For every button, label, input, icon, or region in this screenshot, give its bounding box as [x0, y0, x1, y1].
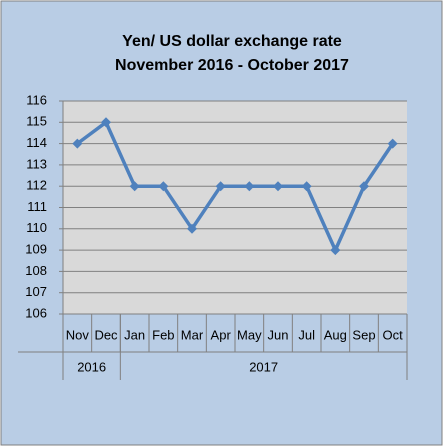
x-tick-label: Jan [124, 327, 145, 342]
y-tick-label: 114 [26, 135, 47, 150]
x-tick-label: Feb [152, 327, 174, 342]
y-tick-label: 116 [26, 92, 47, 107]
line [76, 120, 395, 252]
x-tick-label: Oct [383, 327, 404, 342]
marker [301, 181, 312, 192]
y-tick-label: 110 [26, 220, 47, 235]
chart-title: Yen/ US dollar exchange rate [122, 33, 342, 50]
marker [330, 245, 341, 256]
marker [101, 117, 111, 128]
marker [244, 181, 255, 192]
x-tick-label: Nov [66, 327, 90, 342]
x-tick-label: May [237, 327, 262, 342]
marker [273, 181, 283, 192]
y-tick-label: 112 [26, 178, 47, 193]
x-tick-label: Mar [181, 327, 204, 342]
y-tick-label: 113 [26, 156, 47, 171]
x-tick-label: Dec [94, 327, 118, 342]
y-tick-label: 107 [25, 284, 47, 299]
marker [187, 223, 197, 234]
x-tick-label: Apr [211, 327, 232, 342]
y-tick-label: 108 [25, 263, 47, 278]
y-tick-label: 109 [25, 242, 47, 257]
y-tick-label: 106 [25, 305, 47, 320]
marker [215, 181, 226, 192]
marker [359, 181, 369, 192]
marker [129, 181, 140, 192]
marker [387, 138, 398, 149]
x-tick-label: Jun [268, 327, 289, 342]
chart-subtitle: November 2016 - October 2017 [115, 57, 349, 74]
y-tick-label: 115 [26, 114, 47, 129]
y-tick-label: 111 [27, 199, 47, 214]
x-tick-label: Aug [324, 327, 347, 342]
group-label: 2017 [249, 359, 278, 374]
x-tick-label: Sep [352, 327, 375, 342]
group-label: 2016 [77, 359, 106, 374]
x-tick-label: Jul [298, 327, 315, 342]
marker [72, 138, 83, 149]
marker [158, 181, 169, 192]
